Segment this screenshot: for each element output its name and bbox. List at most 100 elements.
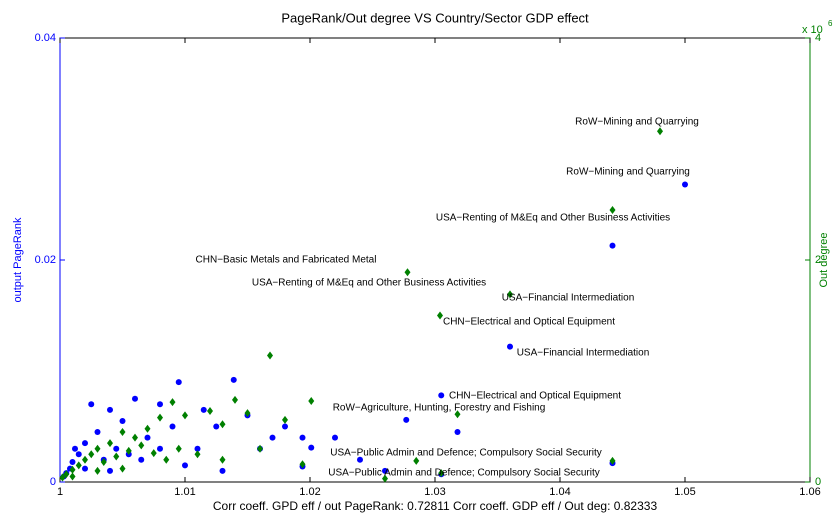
annotation: CHN−Electrical and Optical Equipment (449, 391, 621, 402)
point (144, 434, 151, 441)
point (357, 456, 363, 463)
point (138, 441, 145, 450)
point (82, 465, 88, 472)
y-tick-label: 0 (50, 476, 56, 488)
point (244, 409, 251, 418)
chart-title: PageRank/Out degree VS Country/Sector GD… (281, 10, 589, 25)
point (72, 445, 78, 452)
point (69, 459, 76, 466)
point (125, 446, 132, 455)
point (138, 456, 145, 463)
point (403, 416, 410, 423)
y-axis-label: output PageRank (12, 217, 24, 303)
point (219, 420, 226, 429)
annotation: USA−Public Admin and Defence; Compulsory… (328, 468, 600, 479)
point (219, 455, 226, 464)
point (132, 395, 138, 402)
point (150, 449, 157, 458)
point (308, 444, 315, 451)
point (438, 469, 445, 478)
point (82, 440, 88, 447)
point (63, 470, 70, 479)
point (308, 396, 315, 405)
point (94, 466, 101, 475)
point (332, 434, 338, 441)
point (59, 473, 66, 482)
point (119, 464, 126, 473)
point (609, 456, 616, 465)
point (507, 343, 513, 350)
point (169, 398, 176, 407)
point (437, 311, 443, 320)
point (230, 376, 237, 383)
point (100, 458, 107, 467)
point (82, 455, 88, 464)
x-tick-label: 1.03 (424, 486, 445, 498)
point (282, 415, 288, 424)
point (267, 351, 273, 360)
y2-tick-label: 2 (815, 254, 821, 266)
point (107, 439, 113, 448)
y2-axis-label: Out degree (818, 232, 830, 287)
x-tick-label: 1.01 (174, 486, 195, 498)
point (413, 456, 420, 465)
point (213, 423, 220, 430)
y-tick-label: 0.02 (35, 254, 56, 266)
annotation: USA−Financial Intermediation (517, 348, 650, 359)
point (169, 423, 176, 430)
point (219, 467, 226, 474)
point (382, 474, 388, 483)
point (269, 434, 276, 441)
x-tick-label: 1 (57, 486, 63, 498)
annotation: USA−Renting of M&Eq and Other Business A… (436, 213, 670, 224)
point (157, 401, 163, 408)
point (454, 410, 461, 419)
point (609, 242, 616, 249)
y2-multiplier: x 10 (802, 24, 823, 36)
point (454, 429, 461, 436)
point (207, 406, 213, 415)
point (182, 462, 188, 469)
point (88, 401, 95, 408)
point (194, 450, 201, 459)
point (107, 406, 113, 413)
point (163, 455, 170, 464)
point (157, 445, 163, 452)
annotation: CHN−Basic Metals and Fabricated Metal (196, 255, 377, 266)
point (232, 395, 238, 404)
x-tick-label: 1.02 (299, 486, 320, 498)
y2-tick-label: 0 (815, 476, 821, 488)
x-tick-label: 1.06 (799, 486, 820, 498)
point (507, 290, 513, 299)
point (94, 429, 101, 436)
point (182, 411, 188, 420)
annotation: USA−Financial Intermediation (502, 293, 635, 304)
point (175, 444, 182, 453)
y-tick-label: 0.04 (35, 32, 56, 44)
point (657, 127, 663, 136)
point (682, 181, 688, 188)
point (157, 413, 163, 422)
annotation: RoW−Mining and Quarrying (566, 167, 690, 178)
point (299, 434, 306, 441)
point (132, 433, 138, 442)
point (75, 461, 82, 470)
point (119, 417, 126, 424)
y2-multiplier-exponent: 6 (828, 19, 833, 28)
annotation: RoW−Mining and Quarrying (575, 117, 699, 128)
x-axis-label: Corr coeff. GPD eff / out PageRank: 0.72… (213, 499, 658, 513)
point (200, 406, 207, 413)
point (113, 445, 120, 452)
point (194, 445, 201, 452)
point (119, 428, 126, 437)
annotation: RoW−Agriculture, Hunting, Forestry and F… (333, 403, 546, 414)
point (175, 379, 182, 386)
point (144, 424, 151, 433)
point (609, 206, 616, 215)
point (69, 465, 76, 474)
point (404, 268, 411, 277)
point (438, 392, 445, 399)
y2-tick-label: 4 (815, 32, 821, 44)
point (282, 423, 288, 430)
